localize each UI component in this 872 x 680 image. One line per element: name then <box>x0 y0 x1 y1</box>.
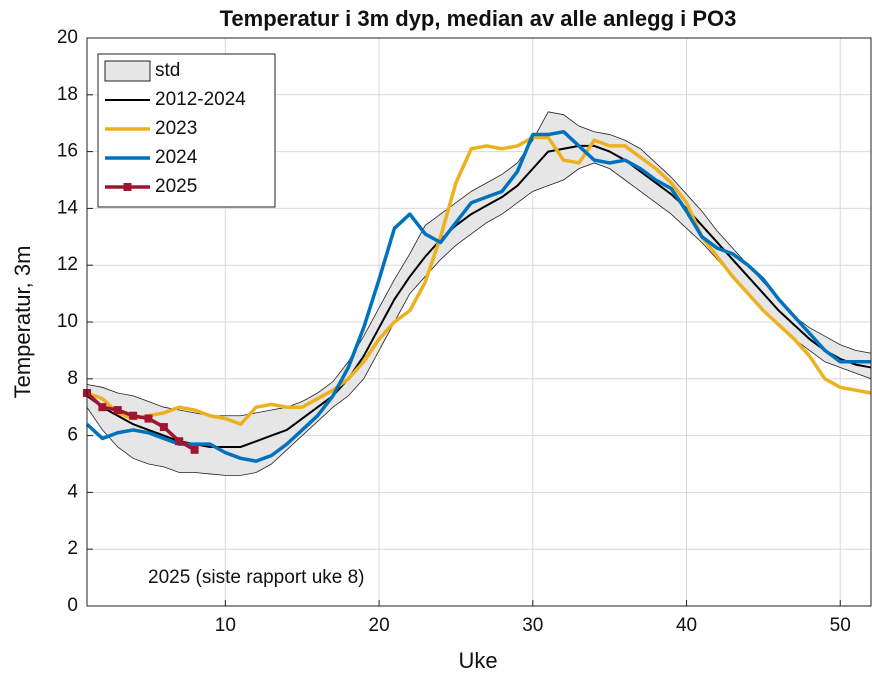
legend-marker <box>123 183 132 191</box>
y-tick-label: 20 <box>57 27 78 48</box>
legend-label: std <box>155 60 180 81</box>
y-tick-label: 6 <box>67 425 78 446</box>
series-marker <box>129 411 138 420</box>
series-marker <box>98 403 107 412</box>
y-tick-label: 8 <box>67 368 78 389</box>
x-tick-label: 30 <box>522 615 543 636</box>
y-tick-label: 18 <box>57 84 78 105</box>
x-tick-label: 50 <box>830 615 851 636</box>
annotation: 2025 (siste rapport uke 8) <box>148 567 365 588</box>
y-tick-label: 14 <box>57 197 79 218</box>
legend-swatch <box>104 60 151 82</box>
y-tick-label: 2 <box>67 538 78 559</box>
chart-title: Temperatur i 3m dyp, median av alle anle… <box>220 6 737 31</box>
x-tick-label: 10 <box>215 615 236 636</box>
y-tick-label: 10 <box>57 311 78 332</box>
series-marker <box>175 437 184 446</box>
x-axis-label: Uke <box>458 648 497 673</box>
legend-label: 2012-2024 <box>155 89 246 110</box>
series-marker <box>190 445 199 454</box>
y-tick-label: 4 <box>67 481 78 502</box>
x-tick-label: 20 <box>369 615 390 636</box>
y-tick-label: 16 <box>57 141 78 162</box>
legend-label: 2025 <box>155 176 197 197</box>
y-axis-label: Temperatur, 3m <box>10 246 35 399</box>
plot-frame <box>86 37 872 607</box>
series-line <box>86 135 872 426</box>
series-marker <box>113 406 122 415</box>
x-tick-label: 40 <box>676 615 697 636</box>
y-tick-label: 0 <box>67 595 78 616</box>
legend-label: 2023 <box>155 118 197 139</box>
series-marker <box>159 423 168 432</box>
y-tick-label: 12 <box>57 254 78 275</box>
series-marker <box>144 414 153 423</box>
series-line <box>85 129 871 463</box>
legend-label: 2024 <box>155 147 198 168</box>
